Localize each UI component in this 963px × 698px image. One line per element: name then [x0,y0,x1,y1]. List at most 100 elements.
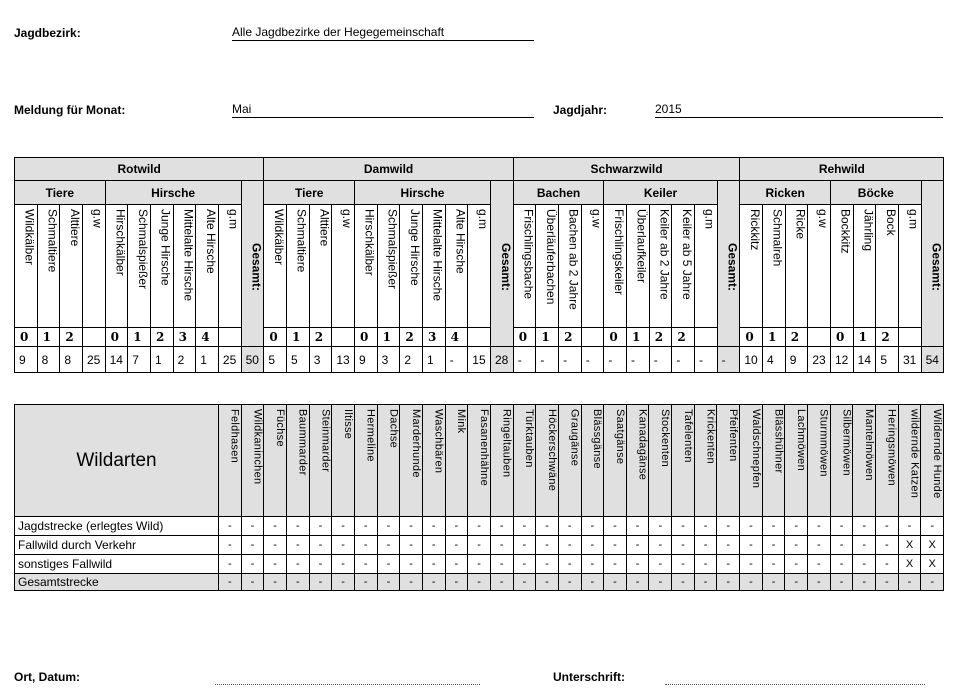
count-cell[interactable]: - [331,516,355,536]
count-cell[interactable]: - [693,573,718,591]
count-cell[interactable]: - [444,346,469,373]
count-cell[interactable]: - [467,573,491,591]
count-cell[interactable]: - [512,516,537,536]
count-cell[interactable]: 25 [217,346,242,373]
count-cell[interactable]: - [512,573,537,591]
count-cell[interactable]: 1 [195,346,219,373]
count-cell[interactable]: - [671,573,695,591]
count-cell[interactable]: - [693,535,718,555]
count-cell[interactable]: - [784,516,809,536]
count-cell[interactable]: - [263,573,287,591]
count-cell[interactable]: - [444,573,469,591]
count-cell[interactable]: - [489,554,514,574]
count-cell[interactable]: 14 [852,346,877,373]
count-cell[interactable]: - [875,554,899,574]
count-cell[interactable]: - [671,554,695,574]
count-cell[interactable]: - [761,573,786,591]
count-cell[interactable]: 1 [149,346,174,373]
count-cell[interactable]: - [376,535,401,555]
count-cell[interactable]: - [580,516,605,536]
count-cell[interactable]: 7 [127,346,151,373]
count-cell[interactable]: - [240,573,265,591]
count-cell[interactable]: - [399,573,423,591]
count-cell[interactable]: - [852,573,877,591]
count-cell[interactable]: - [875,535,899,555]
count-cell[interactable]: - [535,573,559,591]
count-cell[interactable]: - [807,516,831,536]
count-cell[interactable]: 3 [376,346,401,373]
count-cell[interactable]: - [263,554,287,574]
count-cell[interactable]: - [807,535,831,555]
count-cell[interactable]: - [489,573,514,591]
count-cell[interactable]: - [784,573,809,591]
count-cell[interactable]: - [285,573,310,591]
count-cell[interactable]: - [421,554,446,574]
count-cell[interactable]: - [421,573,446,591]
count-cell[interactable]: - [784,535,809,555]
count-cell[interactable]: - [648,554,673,574]
count-cell[interactable]: - [716,535,741,555]
count-cell[interactable]: - [897,573,922,591]
count-cell[interactable]: - [263,516,287,536]
count-cell[interactable]: - [829,535,854,555]
count-cell[interactable]: - [648,535,673,555]
count-cell[interactable]: - [580,346,605,373]
count-cell[interactable]: - [603,516,627,536]
count-cell[interactable]: - [376,554,401,574]
count-cell[interactable]: 8 [59,346,83,373]
count-cell[interactable]: - [240,535,265,555]
count-cell[interactable]: - [557,516,582,536]
count-cell[interactable]: - [535,535,559,555]
jagdbezirk-field[interactable]: Alle Jagdbezirke der Hegegemeinschaft [232,25,534,41]
count-cell[interactable]: - [603,554,627,574]
count-cell[interactable]: - [444,535,469,555]
count-cell[interactable]: - [784,554,809,574]
count-cell[interactable]: - [535,346,560,373]
count-cell[interactable]: 9 [14,346,38,373]
count-cell[interactable]: - [920,573,944,591]
count-cell[interactable]: 25 [81,346,106,373]
count-cell[interactable]: - [716,554,741,574]
count-cell[interactable]: - [739,573,763,591]
count-cell[interactable]: - [218,535,242,555]
count-cell[interactable]: 14 [104,346,129,373]
count-cell[interactable]: - [625,535,650,555]
count-cell[interactable]: - [694,346,718,373]
count-cell[interactable]: - [218,573,242,591]
count-cell[interactable]: - [625,554,650,574]
count-cell[interactable]: - [489,535,514,555]
count-cell[interactable]: 23 [807,346,831,373]
count-cell[interactable]: - [557,535,582,555]
count-cell[interactable]: - [807,573,831,591]
count-cell[interactable]: - [829,573,854,591]
count-cell[interactable]: - [716,573,741,591]
count-cell[interactable]: - [739,554,763,574]
count-cell[interactable]: - [353,516,378,536]
count-cell[interactable]: - [512,554,537,574]
count-cell[interactable]: 12 [830,346,854,373]
count-cell[interactable]: - [218,516,242,536]
count-cell[interactable]: - [353,535,378,555]
count-cell[interactable]: - [829,554,854,574]
count-cell[interactable]: - [625,573,650,591]
count-cell[interactable]: 4 [762,346,786,373]
count-cell[interactable]: - [648,516,673,536]
count-cell[interactable]: - [648,573,673,591]
count-cell[interactable]: - [353,573,378,591]
count-cell[interactable]: - [671,516,695,536]
count-cell[interactable]: X [920,554,944,574]
count-cell[interactable]: - [512,535,537,555]
count-cell[interactable]: - [852,516,877,536]
count-cell[interactable]: 31 [897,346,922,373]
count-cell[interactable]: - [761,535,786,555]
count-cell[interactable]: - [399,554,423,574]
count-cell[interactable]: - [852,554,877,574]
count-cell[interactable]: - [308,573,333,591]
count-cell[interactable]: X [897,535,922,555]
count-cell[interactable]: - [308,516,333,536]
count-cell[interactable]: - [285,516,310,536]
count-cell[interactable]: - [421,516,446,536]
count-cell[interactable]: - [263,535,287,555]
count-cell[interactable]: 3 [308,346,333,373]
count-cell[interactable]: 10 [739,346,764,373]
